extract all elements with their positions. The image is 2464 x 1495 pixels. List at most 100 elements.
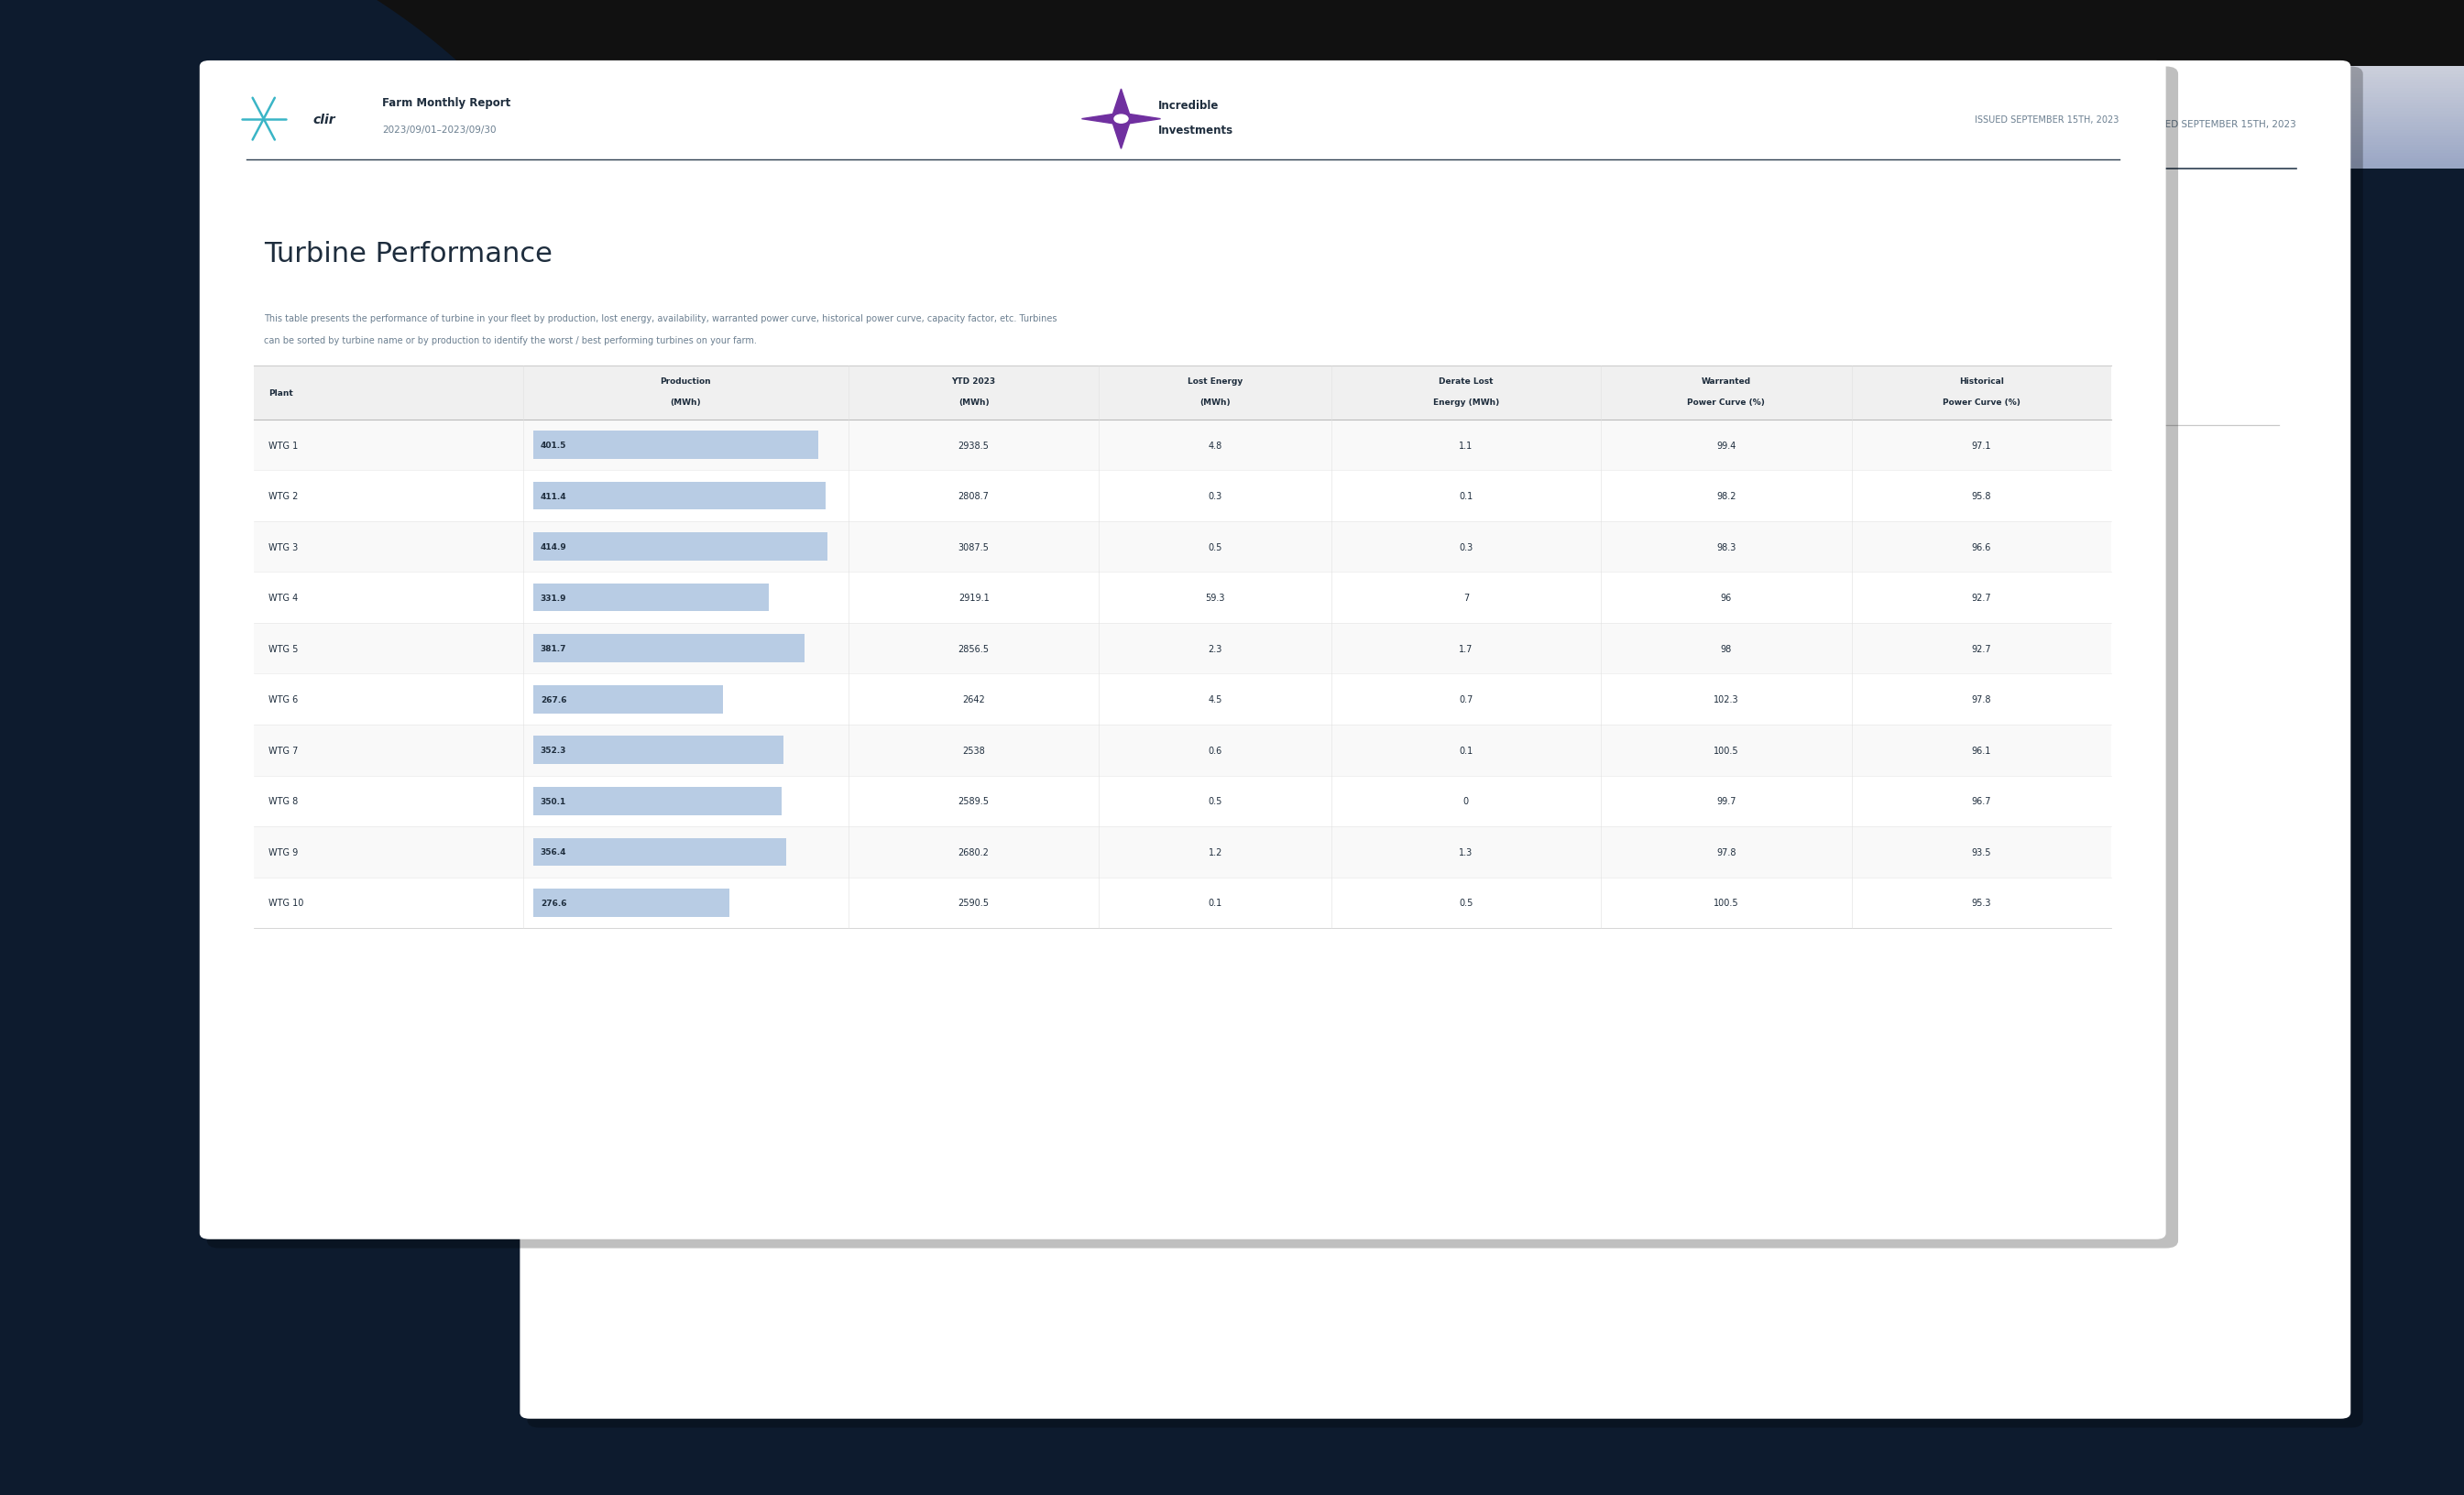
Text: 411.4: 411.4 <box>540 492 567 501</box>
Bar <box>862 117 2464 121</box>
Text: 99.4: 99.4 <box>1717 441 1737 450</box>
Text: 2642: 2642 <box>963 695 986 704</box>
Bar <box>254 827 2112 878</box>
Bar <box>862 97 2464 102</box>
Bar <box>862 106 2464 111</box>
Bar <box>862 132 2464 136</box>
Bar <box>254 674 2112 725</box>
Bar <box>862 120 2464 124</box>
Text: Farm Monthly Report: Farm Monthly Report <box>382 97 510 109</box>
Bar <box>862 90 2464 93</box>
Text: 352.3: 352.3 <box>540 746 567 755</box>
Text: 0: 0 <box>1464 797 1469 806</box>
Text: 0.5: 0.5 <box>1207 797 1222 806</box>
Text: Power Curve (%): Power Curve (%) <box>1688 398 1764 407</box>
Bar <box>0 70 2464 76</box>
Text: 100.5: 100.5 <box>1712 898 1740 907</box>
Bar <box>862 61 2464 66</box>
Text: 59.3: 59.3 <box>1205 594 1225 602</box>
Text: 2023/09/01–2023/09/30: 2023/09/01–2023/09/30 <box>722 132 845 141</box>
Bar <box>0 61 2464 67</box>
Bar <box>862 93 2464 96</box>
Bar <box>0 142 2464 148</box>
Text: WTG 9: WTG 9 <box>269 848 298 857</box>
Text: 102.3: 102.3 <box>1712 695 1740 704</box>
Bar <box>0 169 2464 175</box>
Text: 2.3: 2.3 <box>1207 644 1222 653</box>
Bar <box>0 102 2464 108</box>
Bar <box>254 420 2112 471</box>
Text: 99.7: 99.7 <box>1717 797 1737 806</box>
Text: 0.1: 0.1 <box>1459 492 1473 501</box>
Bar <box>862 109 2464 114</box>
Text: Investments: Investments <box>1446 130 1528 142</box>
Text: 4.8: 4.8 <box>1207 441 1222 450</box>
Bar <box>0 39 2464 45</box>
FancyBboxPatch shape <box>520 61 2351 1419</box>
Text: A chart of all turbines' Full Performance power curves, overlaid. Any deviation : A chart of all turbines' Full Performanc… <box>604 354 1262 363</box>
Bar <box>862 64 2464 69</box>
Text: 0.3: 0.3 <box>1459 543 1473 552</box>
Bar <box>0 0 2464 60</box>
Bar <box>0 43 2464 49</box>
Bar <box>862 164 2464 169</box>
Text: 1.2: 1.2 <box>1207 848 1222 857</box>
Text: (MWh): (MWh) <box>958 398 988 407</box>
Bar <box>532 839 786 866</box>
Text: 2589.5: 2589.5 <box>958 797 988 806</box>
Bar <box>0 0 2464 4</box>
Polygon shape <box>1400 90 1422 157</box>
Text: 2590.5: 2590.5 <box>958 898 988 907</box>
Bar <box>254 725 2112 776</box>
Text: WTG 8: WTG 8 <box>269 797 298 806</box>
Text: 95.8: 95.8 <box>1971 492 1991 501</box>
Bar <box>0 115 2464 121</box>
Bar <box>0 147 2464 152</box>
Bar <box>0 12 2464 18</box>
FancyBboxPatch shape <box>0 45 2464 1495</box>
FancyBboxPatch shape <box>527 67 2363 1428</box>
Text: Investments: Investments <box>1158 124 1234 136</box>
Circle shape <box>1402 120 1417 129</box>
Text: 267.6: 267.6 <box>540 695 567 704</box>
Bar <box>862 58 2464 63</box>
Text: This table presents the performance of turbine in your fleet by production, lost: This table presents the performance of t… <box>264 314 1057 323</box>
Bar <box>862 103 2464 108</box>
Polygon shape <box>1082 114 1161 126</box>
Text: 2808.7: 2808.7 <box>958 492 988 501</box>
FancyBboxPatch shape <box>207 67 2178 1248</box>
Bar <box>0 129 2464 135</box>
Text: 7: 7 <box>1464 594 1469 602</box>
Text: WTG 7: WTG 7 <box>269 746 298 755</box>
Bar <box>0 84 2464 90</box>
Text: 98.3: 98.3 <box>1717 543 1737 552</box>
Text: Incredible: Incredible <box>1446 103 1510 115</box>
Text: 0.1: 0.1 <box>1207 898 1222 907</box>
Bar <box>0 66 2464 72</box>
Bar <box>0 75 2464 81</box>
Text: WTG 3: WTG 3 <box>269 543 298 552</box>
Bar <box>254 623 2112 674</box>
Text: 97.1: 97.1 <box>1971 441 1991 450</box>
Text: 1.1: 1.1 <box>1459 441 1473 450</box>
Text: Turbine Performance: Turbine Performance <box>264 241 552 268</box>
Text: 356.4: 356.4 <box>540 848 567 857</box>
Text: clir: clir <box>313 114 335 126</box>
Text: 350.1: 350.1 <box>540 797 567 806</box>
Text: WTG 4: WTG 4 <box>269 594 298 602</box>
Text: Incredible: Incredible <box>1158 100 1220 112</box>
Bar <box>0 120 2464 126</box>
Bar <box>532 483 825 510</box>
Text: 97.8: 97.8 <box>1971 695 1991 704</box>
Bar <box>862 139 2464 144</box>
Bar <box>0 7 2464 13</box>
Bar <box>0 57 2464 63</box>
Bar <box>862 94 2464 99</box>
Bar <box>532 534 828 561</box>
Bar <box>862 123 2464 127</box>
Text: 96.7: 96.7 <box>1971 797 1991 806</box>
Text: 401.5: 401.5 <box>540 441 567 450</box>
Bar <box>862 112 2464 115</box>
Text: 1.7: 1.7 <box>1459 644 1473 653</box>
Bar <box>254 776 2112 827</box>
